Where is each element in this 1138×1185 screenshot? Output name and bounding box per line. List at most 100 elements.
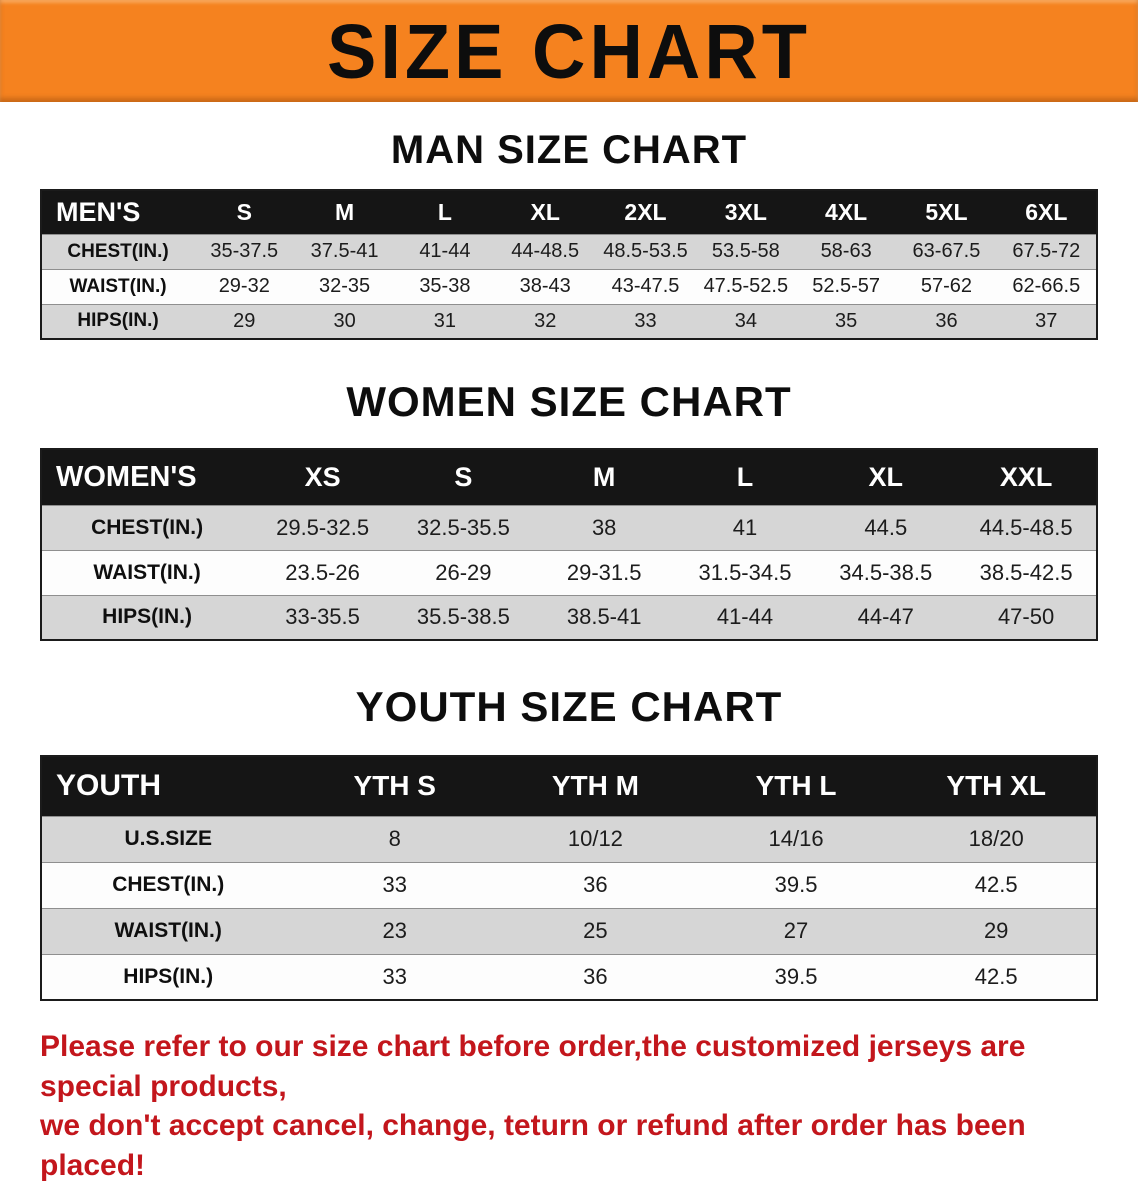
size-value: 57-62: [896, 268, 997, 304]
size-value: 35: [795, 303, 897, 339]
section-heading-youth: YOUTH SIZE CHART: [355, 683, 783, 730]
size-column-header: XL: [495, 190, 596, 234]
youth-table-header: YOUTH YTH S YTH M YTH L YTH XL: [41, 756, 1097, 816]
header-row: YOUTH YTH S YTH M YTH L YTH XL: [41, 756, 1097, 816]
size-value: 36: [495, 953, 696, 1000]
size-value: 34: [695, 303, 796, 339]
table-row: CHEST(IN.) 29.5-32.5 32.5-35.5 38 41 44.5 44.5…: [41, 504, 1097, 550]
size-value: 37.5-41: [294, 233, 395, 269]
size-value: 53.5-58: [695, 233, 796, 269]
womens-table-header: WOMEN'S XS S M L XL XXL: [41, 449, 1097, 505]
size-column-header: M: [533, 449, 675, 505]
section-youth: YOUTH SIZE CHART YOUTH YTH S YTH M YTH L YTH …: [0, 683, 1138, 1001]
size-value: 29.5-32.5: [252, 504, 393, 550]
size-value: 41-44: [394, 233, 496, 269]
size-value: 38.5-42.5: [956, 549, 1097, 595]
size-value: 29-32: [194, 268, 295, 304]
size-column-header: XL: [815, 449, 957, 505]
size-value: 34.5-38.5: [815, 549, 957, 595]
size-value: 32: [495, 303, 596, 339]
size-value: 37: [996, 303, 1097, 339]
mens-table-body: CHEST(IN.) 35-37.5 37.5-41 41-44 44-48.5 48.5…: [41, 233, 1097, 339]
size-value: 27: [695, 907, 897, 954]
table-row: U.S.SIZE 8 10/12 14/16 18/20: [41, 815, 1097, 862]
size-value: 41-44: [674, 594, 816, 640]
size-column-header: 3XL: [695, 190, 796, 234]
size-value: 23: [294, 907, 496, 954]
size-value: 14/16: [695, 815, 897, 862]
youth-table-body: U.S.SIZE 8 10/12 14/16 18/20 CHEST(IN.) 33 36 39…: [41, 815, 1097, 1000]
size-value: 58-63: [795, 233, 897, 269]
size-column-header: S: [194, 190, 295, 234]
size-value: 29-31.5: [533, 549, 675, 595]
size-value: 23.5-26: [252, 549, 393, 595]
table-row: WAIST(IN.) 23.5-26 26-29 29-31.5 31.5-34.5 34…: [41, 549, 1097, 595]
row-label: HIPS(IN.): [41, 303, 195, 339]
size-column-header: XXL: [956, 449, 1097, 505]
size-value: 43-47.5: [595, 268, 696, 304]
size-value: 33: [294, 953, 496, 1000]
youth-size-table: YOUTH YTH S YTH M YTH L YTH XL U.S.SIZE 8 10/12…: [40, 755, 1098, 1001]
size-value: 30: [294, 303, 395, 339]
size-value: 38: [533, 504, 675, 550]
section-heading-mens: MAN SIZE CHART: [390, 128, 748, 172]
table-row: HIPS(IN.) 33-35.5 35.5-38.5 38.5-41 41-44 44-…: [41, 594, 1097, 640]
table-row: CHEST(IN.) 35-37.5 37.5-41 41-44 44-48.5 48.5…: [41, 233, 1097, 269]
mens-size-table: MEN'S S M L XL 2XL 3XL 4XL 5XL 6XL CHEST(IN.) 35-37…: [40, 189, 1098, 340]
size-value: 35.5-38.5: [392, 594, 534, 640]
size-column-header: YTH M: [495, 756, 696, 816]
row-label: HIPS(IN.): [41, 594, 253, 640]
size-value: 36: [495, 861, 696, 908]
womens-size-table: WOMEN'S XS S M L XL XXL CHEST(IN.) 29.5-32.5 32.5…: [40, 448, 1098, 641]
size-column-header: 5XL: [896, 190, 997, 234]
size-value: 18/20: [896, 815, 1097, 862]
header-row: WOMEN'S XS S M L XL XXL: [41, 449, 1097, 505]
size-value: 63-67.5: [896, 233, 997, 269]
size-column-header: XS: [252, 449, 393, 505]
section-womens: WOMEN SIZE CHART WOMEN'S XS S M L XL XXL CHEST(I…: [0, 378, 1138, 641]
size-sections: MAN SIZE CHART MEN'S S M L XL 2XL 3XL 4XL 5XL 6XL C…: [0, 128, 1138, 1001]
size-column-header: M: [294, 190, 395, 234]
table-row: WAIST(IN.) 23 25 27 29: [41, 907, 1097, 954]
table-corner-label: WOMEN'S: [41, 449, 253, 505]
size-value: 33: [294, 861, 496, 908]
size-column-header: YTH XL: [896, 756, 1097, 816]
banner: SIZE CHART: [0, 0, 1138, 102]
size-value: 44.5: [815, 504, 957, 550]
size-value: 26-29: [392, 549, 534, 595]
size-value: 44.5-48.5: [956, 504, 1097, 550]
size-value: 36: [896, 303, 997, 339]
size-value: 67.5-72: [996, 233, 1097, 269]
size-column-header: L: [674, 449, 816, 505]
row-label: WAIST(IN.): [41, 268, 195, 304]
size-value: 32-35: [294, 268, 395, 304]
size-value: 31: [394, 303, 496, 339]
section-heading-womens: WOMEN SIZE CHART: [346, 378, 792, 425]
size-value: 33: [595, 303, 696, 339]
size-value: 29: [896, 907, 1097, 954]
size-value: 42.5: [896, 861, 1097, 908]
size-value: 31.5-34.5: [674, 549, 816, 595]
size-value: 44-48.5: [495, 233, 596, 269]
footer-note: Please refer to our size chart before or…: [40, 1027, 1098, 1185]
size-value: 42.5: [896, 953, 1097, 1000]
row-label: CHEST(IN.): [41, 504, 253, 550]
size-column-header: 2XL: [595, 190, 696, 234]
table-row: WAIST(IN.) 29-32 32-35 35-38 38-43 43-47.5 47.…: [41, 268, 1097, 304]
size-value: 39.5: [695, 861, 897, 908]
row-label: CHEST(IN.): [41, 233, 195, 269]
size-value: 62-66.5: [996, 268, 1097, 304]
row-label: WAIST(IN.): [41, 549, 253, 595]
header-row: MEN'S S M L XL 2XL 3XL 4XL 5XL 6XL: [41, 190, 1097, 234]
mens-table-header: MEN'S S M L XL 2XL 3XL 4XL 5XL 6XL: [41, 190, 1097, 234]
size-value: 33-35.5: [252, 594, 393, 640]
table-corner-label: MEN'S: [41, 190, 195, 234]
row-label: CHEST(IN.): [41, 861, 295, 908]
size-column-header: 4XL: [795, 190, 897, 234]
size-value: 44-47: [815, 594, 957, 640]
size-value: 38-43: [495, 268, 596, 304]
size-value: 25: [495, 907, 696, 954]
table-row: HIPS(IN.) 29 30 31 32 33 34 35 36 37: [41, 303, 1097, 339]
size-value: 32.5-35.5: [392, 504, 534, 550]
table-row: CHEST(IN.) 33 36 39.5 42.5: [41, 861, 1097, 908]
